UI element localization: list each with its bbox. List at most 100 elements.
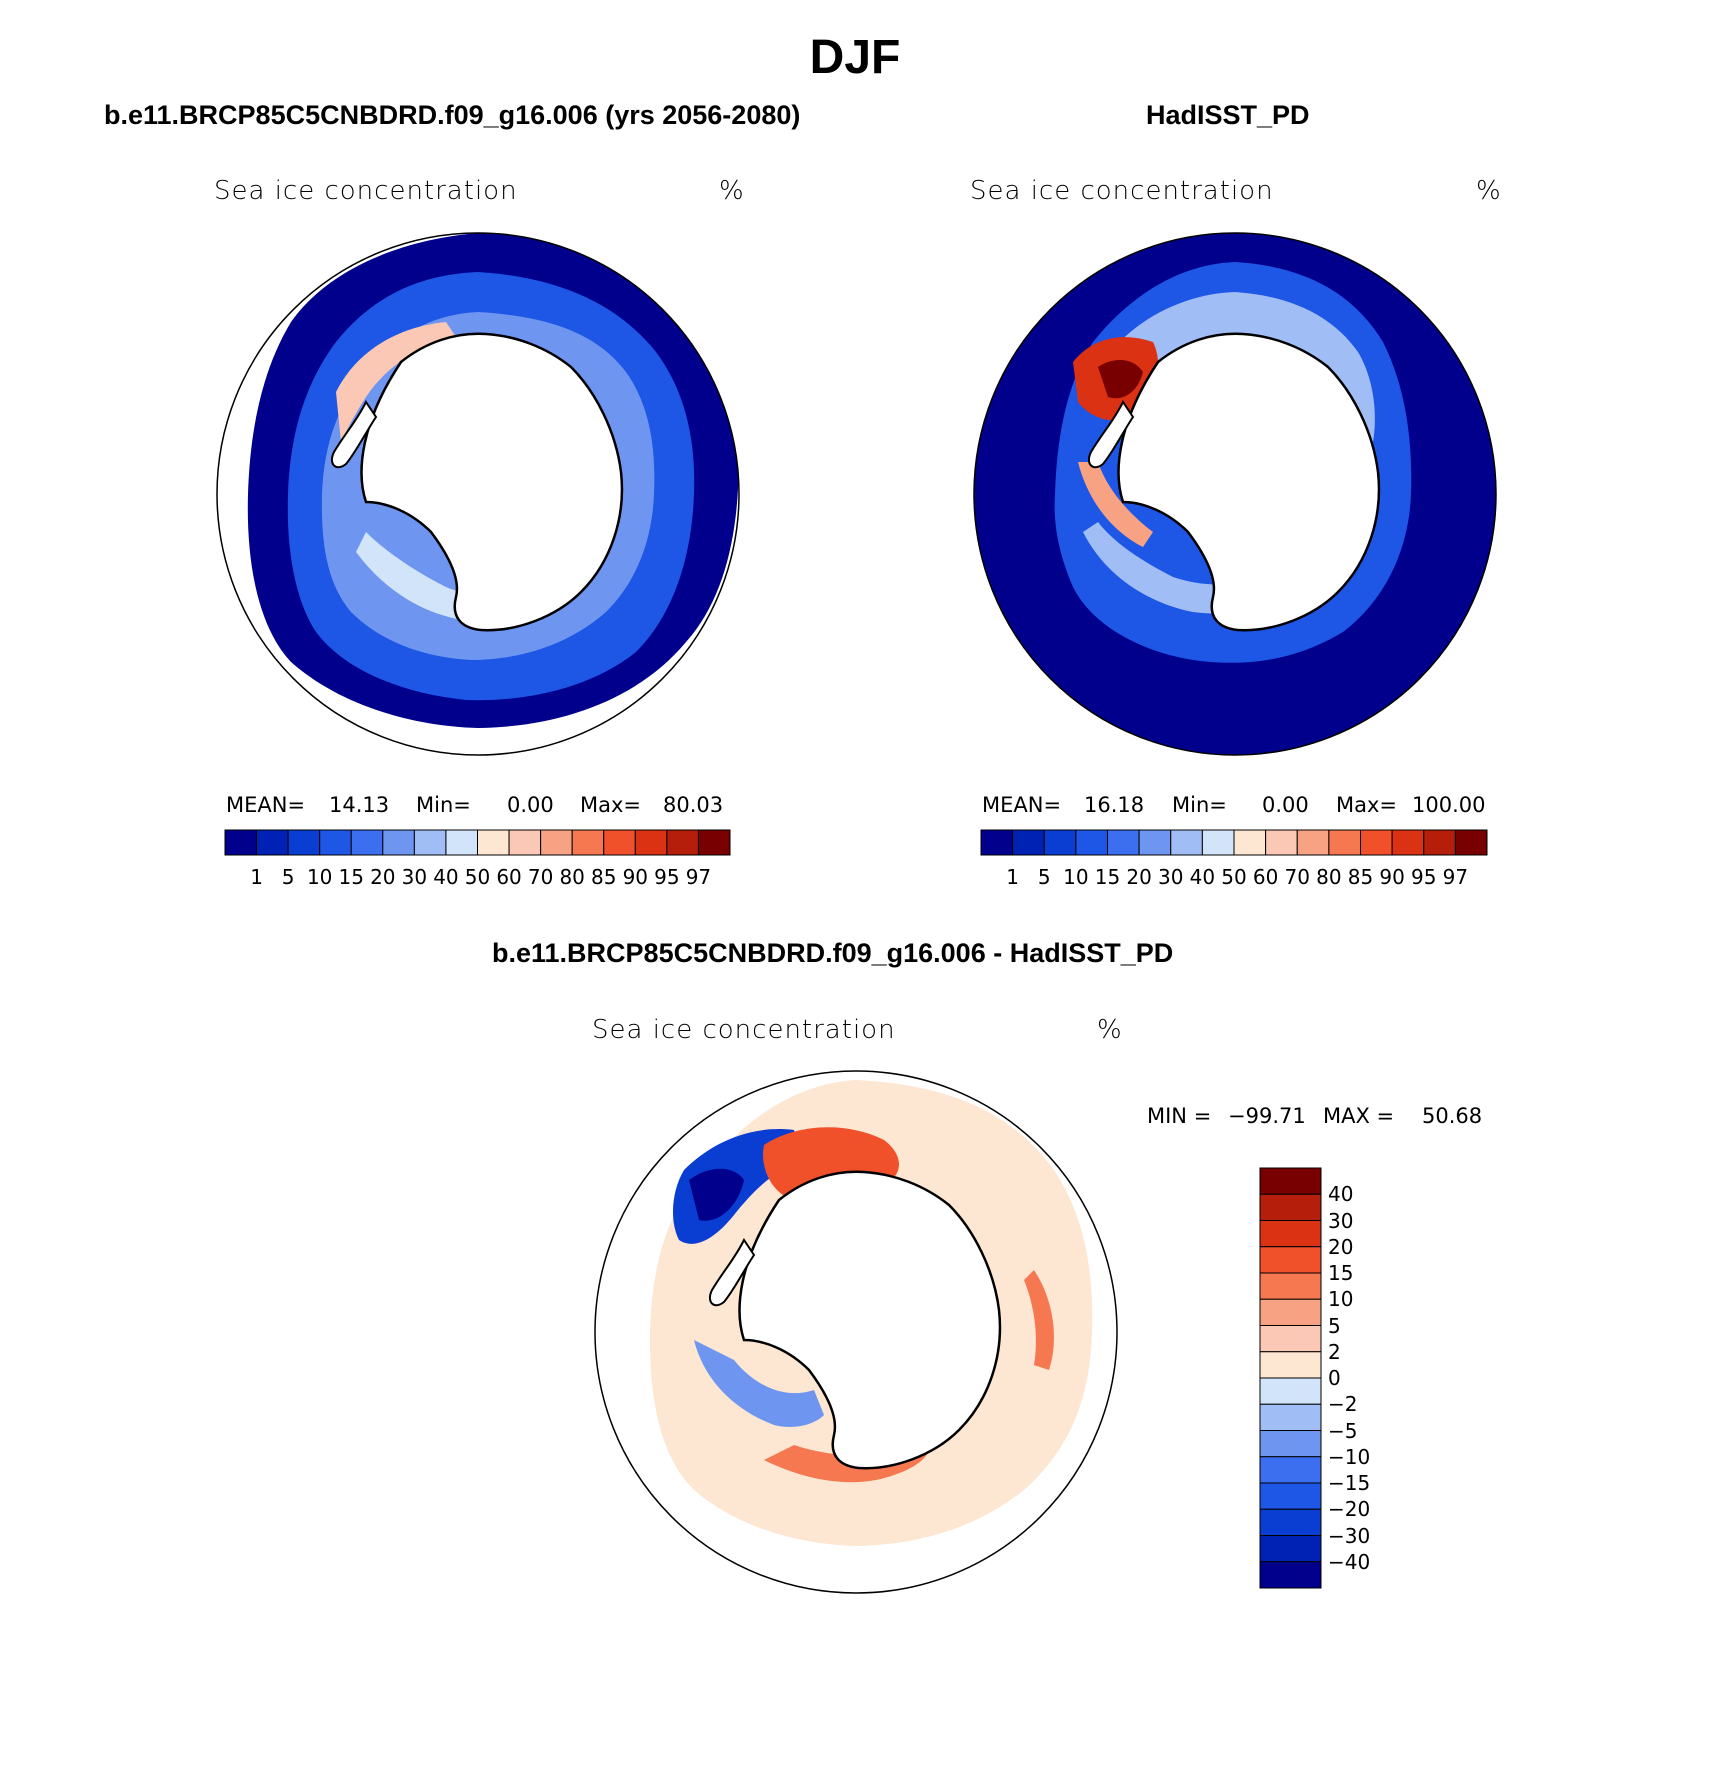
model-colorbar-swatch <box>256 829 289 856</box>
diff-neg-south <box>694 1340 824 1427</box>
obs-peninsula <box>1087 400 1135 469</box>
model-colorbar-swatch <box>634 829 668 856</box>
model-min-label: Min= <box>416 793 471 817</box>
model-colorbar-labels: 1 5 10 15 20 30 40 50 60 70 80 85 90 95 97 <box>225 865 730 889</box>
obs-colorbar-tick-label: 60 <box>1252 865 1279 889</box>
obs-colorbar-swatch <box>1454 829 1488 856</box>
obs-colorbar-swatch <box>1075 829 1108 856</box>
obs-ice-coast-warm <box>1078 462 1153 547</box>
obs-colorbar-tick-label: 85 <box>1347 865 1374 889</box>
model-colorbar-tick-label: 15 <box>338 865 364 889</box>
diff-colorbar-tick-label: 10 <box>1328 1287 1354 1312</box>
diff-colorbar-swatch <box>1259 1220 1322 1248</box>
obs-mean-value: 16.18 <box>1084 793 1145 817</box>
obs-variable-label: Sea ice concentration <box>970 176 1274 206</box>
model-colorbar-tick-label: 50 <box>464 865 491 889</box>
diff-colorbar-tick-label: −40 <box>1328 1549 1371 1574</box>
obs-antarctica <box>1117 332 1381 632</box>
obs-colorbar-tick-label: 5 <box>1037 865 1051 889</box>
model-colorbar-swatch <box>697 829 731 856</box>
obs-units-label: % <box>1476 176 1502 206</box>
diff-pos-east <box>1024 1270 1054 1370</box>
obs-colorbar-tick-label: 50 <box>1221 865 1247 889</box>
obs-colorbar-tick-label: 15 <box>1094 865 1121 889</box>
obs-colorbar-tick-label: 70 <box>1284 865 1310 889</box>
obs-colorbar-tick-label: 97 <box>1442 865 1469 889</box>
model-colorbar <box>224 829 731 856</box>
model-colorbar-tick-label: 10 <box>306 865 333 889</box>
diff-colorbar-swatch <box>1259 1561 1322 1589</box>
obs-colorbar <box>980 829 1488 856</box>
model-max-label: Max= <box>580 793 642 817</box>
obs-colorbar-swatch <box>1360 829 1393 856</box>
diff-colorbar-tick-label: 20 <box>1328 1234 1354 1259</box>
obs-colorbar-tick-label: 20 <box>1126 865 1152 889</box>
diff-units-label: % <box>1097 1015 1123 1045</box>
obs-max-label: Max= <box>1336 793 1398 817</box>
model-colorbar-swatch <box>571 829 605 856</box>
model-colorbar-tick-label: 95 <box>654 865 680 889</box>
diff-colorbar-swatch <box>1259 1193 1322 1221</box>
model-colorbar-swatch <box>287 829 321 856</box>
diff-min-value: −99.71 <box>1228 1104 1306 1128</box>
diff-colorbar-tick-label: −10 <box>1328 1444 1371 1469</box>
model-variable-label: Sea ice concentration <box>214 176 518 206</box>
obs-polar-map <box>973 232 1497 756</box>
obs-colorbar-swatch <box>1423 829 1456 856</box>
obs-panel-title: HadISST_PD <box>1146 100 1310 130</box>
diff-colorbar-swatch <box>1259 1351 1322 1379</box>
obs-colorbar-swatch <box>1265 829 1298 856</box>
diff-colorbar-tick-label: 15 <box>1328 1261 1354 1285</box>
model-colorbar-tick-label: 30 <box>401 865 428 889</box>
diff-colorbar-swatch <box>1259 1246 1322 1274</box>
diff-colorbar-tick-label: −2 <box>1328 1392 1358 1417</box>
obs-colorbar-tick-label: 95 <box>1411 865 1437 889</box>
model-colorbar-tick-label: 85 <box>591 865 617 889</box>
diff-colorbar-swatch <box>1259 1456 1322 1484</box>
obs-colorbar-tick-label: 10 <box>1063 865 1089 889</box>
obs-colorbar-tick-label: 1 <box>1006 865 1019 889</box>
obs-colorbar-swatch <box>1012 829 1045 856</box>
model-colorbar-tick-label: 60 <box>496 865 522 889</box>
diff-polar-map <box>594 1070 1118 1594</box>
model-mean-value: 14.13 <box>329 793 390 817</box>
diff-colorbar-tick-label: −15 <box>1328 1471 1371 1495</box>
model-colorbar-tick-label: 1 <box>250 865 263 889</box>
diff-colorbar-tick-label: −30 <box>1328 1523 1371 1548</box>
model-colorbar-swatch <box>413 829 447 856</box>
obs-colorbar-swatch <box>1170 829 1203 856</box>
model-colorbar-swatch <box>319 829 352 856</box>
diff-colorbar-swatch <box>1259 1535 1322 1563</box>
diff-min-label: MIN = <box>1147 1104 1212 1128</box>
model-peninsula <box>330 400 378 469</box>
obs-colorbar-tick-label: 90 <box>1379 865 1405 889</box>
obs-colorbar-swatch <box>1328 829 1361 856</box>
diff-colorbar-tick-label: 40 <box>1328 1182 1354 1207</box>
model-colorbar-swatch <box>382 829 415 856</box>
diff-colorbar-tick-label: −5 <box>1328 1418 1358 1443</box>
diff-colorbar-swatch <box>1259 1482 1322 1510</box>
diff-max-label: MAX = <box>1323 1104 1395 1128</box>
obs-colorbar-tick-label: 40 <box>1189 865 1216 889</box>
model-colorbar-tick-label: 80 <box>559 865 585 889</box>
obs-colorbar-swatch <box>1296 829 1330 856</box>
model-panel-title: b.e11.BRCP85C5CNBDRD.f09_g16.006 (yrs 20… <box>104 100 801 130</box>
obs-colorbar-swatch <box>1391 829 1425 856</box>
model-colorbar-tick-label: 97 <box>685 865 712 889</box>
model-polar-map <box>216 232 740 756</box>
obs-colorbar-swatch <box>1233 829 1267 856</box>
obs-colorbar-swatch <box>1201 829 1235 856</box>
obs-colorbar-swatch <box>980 829 1014 856</box>
model-colorbar-tick-label: 20 <box>370 865 396 889</box>
diff-colorbar-swatch <box>1259 1298 1322 1326</box>
diff-variable-label: Sea ice concentration <box>592 1015 896 1045</box>
model-ice-warm <box>336 322 456 442</box>
model-colorbar-swatch <box>350 829 384 856</box>
diff-neg-west-dark <box>689 1168 744 1221</box>
obs-colorbar-tick-label: 30 <box>1158 865 1184 889</box>
obs-colorbar-swatch <box>1107 829 1140 856</box>
diff-panel-title: b.e11.BRCP85C5CNBDRD.f09_g16.006 - HadIS… <box>492 938 1174 968</box>
model-max-value: 80.03 <box>663 793 724 817</box>
diff-colorbar-swatch <box>1259 1167 1322 1195</box>
diff-antarctica <box>738 1170 1002 1470</box>
